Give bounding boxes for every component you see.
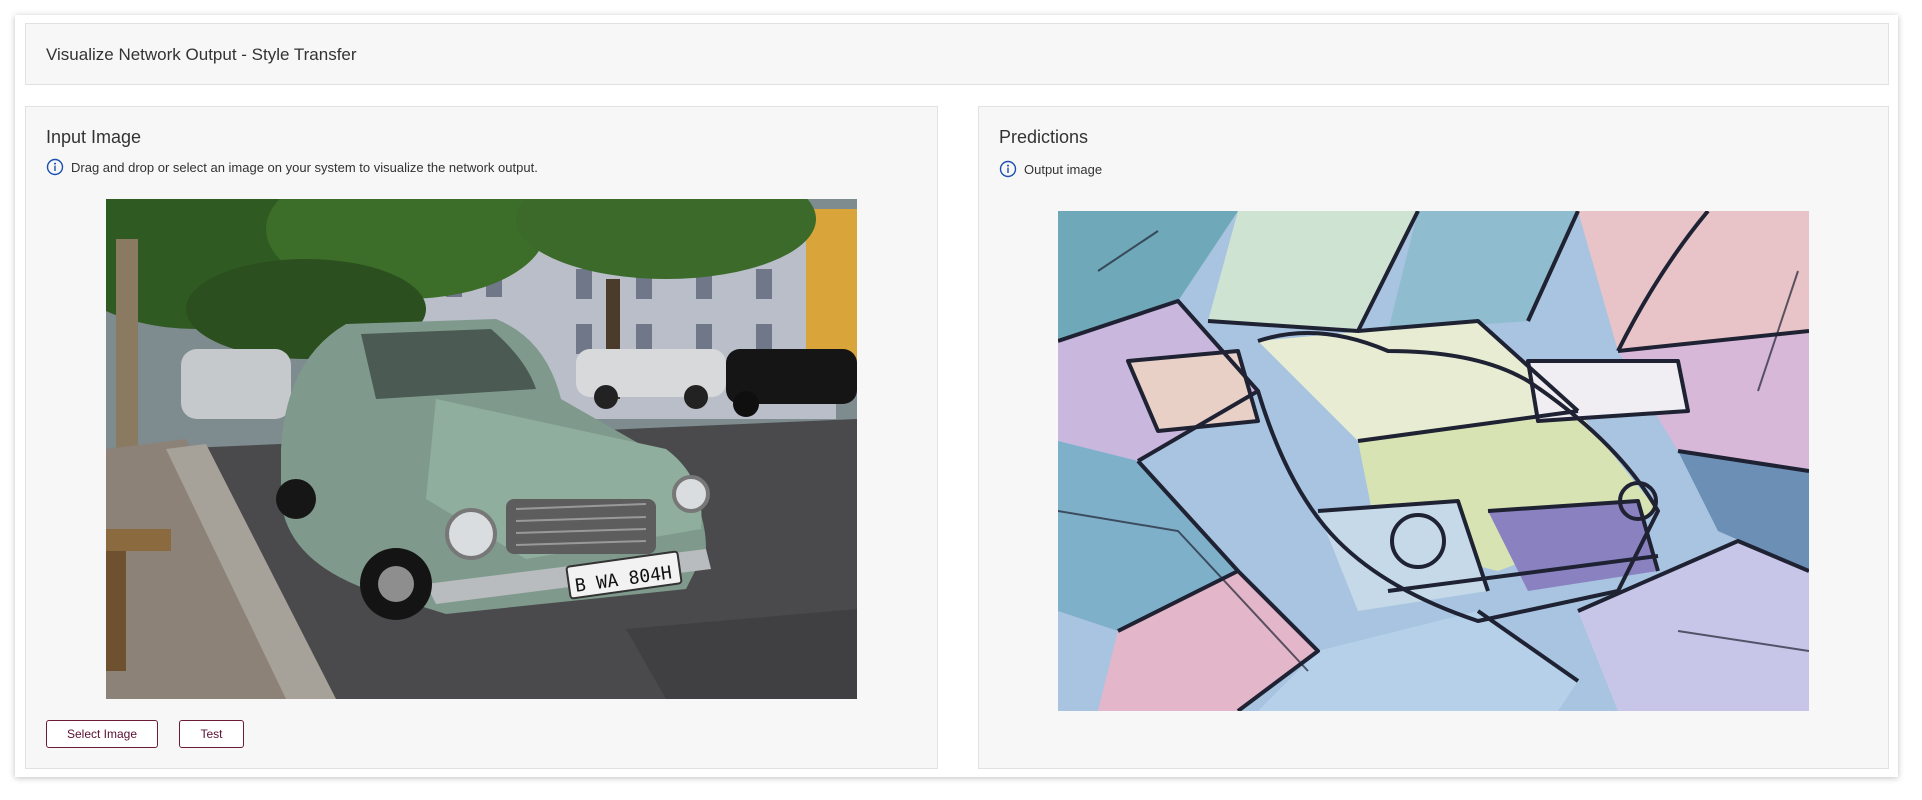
predictions-panel-title: Predictions <box>999 127 1089 147</box>
app-window: Visualize Network Output - Style Transfe… <box>15 15 1898 777</box>
input-image-panel: Input Image Drag and drop or select an i… <box>25 106 938 769</box>
predictions-hint-text: Output image <box>1024 161 1103 177</box>
select-image-button[interactable]: Select Image <box>46 720 158 748</box>
input-hint-text: Drag and drop or select an image on your… <box>71 159 538 175</box>
test-button[interactable]: Test <box>179 720 244 748</box>
predictions-hint: Output image <box>999 160 1102 178</box>
title-panel: Visualize Network Output - Style Transfe… <box>25 23 1889 85</box>
page-title: Visualize Network Output - Style Transfe… <box>46 45 357 64</box>
info-icon <box>999 160 1017 178</box>
predictions-panel: Predictions Output image <box>978 106 1889 769</box>
input-hint: Drag and drop or select an image on your… <box>46 158 538 176</box>
output-image <box>1058 211 1809 711</box>
info-icon <box>46 158 64 176</box>
input-panel-title: Input Image <box>46 127 142 147</box>
input-image[interactable]: B WA 804H <box>106 199 857 699</box>
